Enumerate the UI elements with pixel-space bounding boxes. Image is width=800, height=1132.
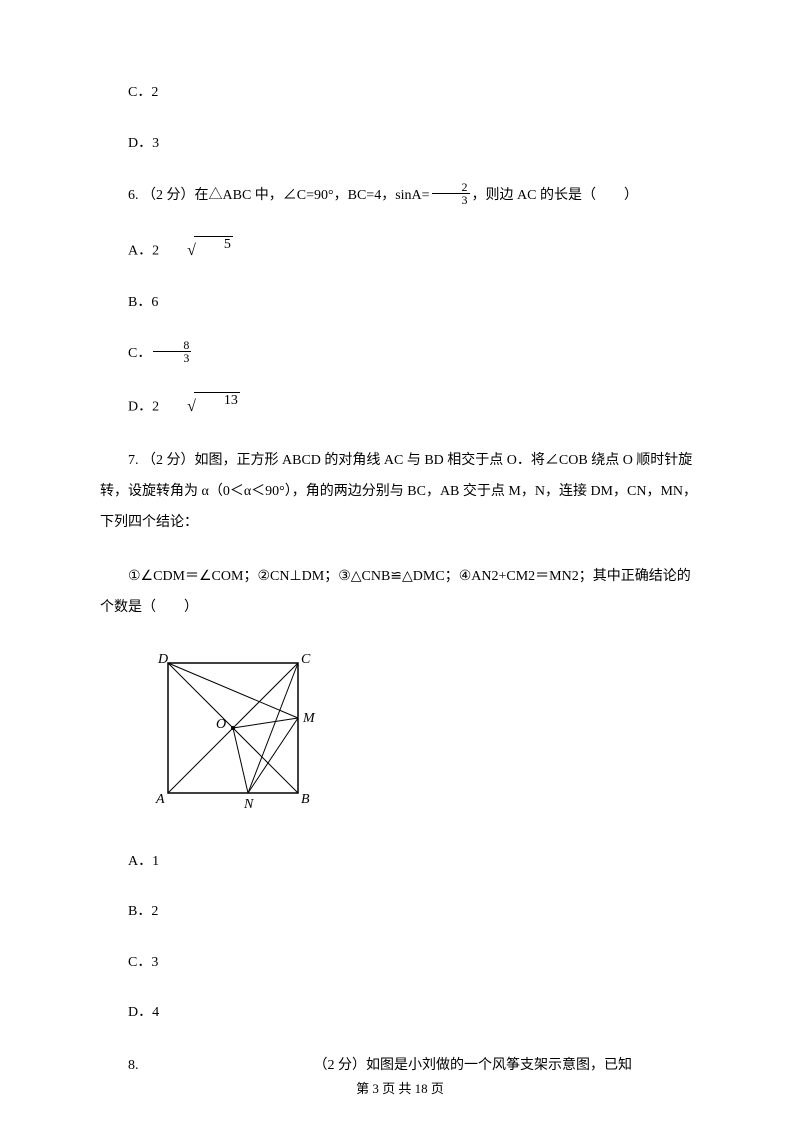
question-7-text2: ①∠CDM＝∠COM；②CN⊥DM；③△CNB≌△DMC；④AN2+CM2＝MN… xyxy=(100,562,700,624)
q6-c-den: 3 xyxy=(153,352,191,364)
q7-diagram: D C A B M N O xyxy=(148,648,700,829)
q6-frac-den: 3 xyxy=(432,194,470,206)
question-6: 6. （2 分）在△ABC 中，∠C=90°，BC=4，sinA=23，则边 A… xyxy=(100,181,700,212)
option-d-pre: D．3 xyxy=(100,131,700,158)
q7-option-a: A．1 xyxy=(100,849,700,876)
label-D: D xyxy=(157,652,168,667)
label-B: B xyxy=(301,792,310,807)
question-7-text1: 7. （2 分）如图，正方形 ABCD 的对角线 AC 与 BD 相交于点 O．… xyxy=(100,446,700,538)
sqrt-5-val: 5 xyxy=(194,236,233,254)
option-c-pre: C．2 xyxy=(100,80,700,107)
q7-t2: ①∠CDM＝∠COM；②CN⊥DM；③△CNB≌△DMC；④AN2+CM2＝MN… xyxy=(100,569,691,615)
label-A: A xyxy=(155,792,165,807)
label-O: O xyxy=(216,717,226,732)
label-C: C xyxy=(301,652,311,667)
q6-a-prefix: A．2 xyxy=(128,243,159,258)
q7-option-b: B．2 xyxy=(100,899,700,926)
q6-option-d: D．2√13 xyxy=(100,392,700,422)
sqrt-13-val: 13 xyxy=(194,392,240,410)
q6-prefix: 6. （2 分）在△ABC 中，∠C=90°，BC=4，sinA= xyxy=(128,188,430,203)
label-N: N xyxy=(243,797,254,812)
q7-option-d: D．4 xyxy=(100,1000,700,1027)
sqrt-13: √13 xyxy=(159,392,240,422)
page-footer: 第 3 页 共 18 页 xyxy=(0,1078,800,1097)
q6-option-c: C．83 xyxy=(100,341,700,368)
q6-fraction: 23 xyxy=(432,181,470,206)
footer-text: 第 3 页 共 18 页 xyxy=(356,1081,444,1096)
q6-c-fraction: 83 xyxy=(153,339,191,364)
square-diagram: D C A B M N O xyxy=(148,648,328,818)
q7-t1: 7. （2 分）如图，正方形 ABCD 的对角线 AC 与 BD 相交于点 O．… xyxy=(100,453,697,530)
sqrt-5: √5 xyxy=(159,236,233,266)
q6-d-prefix: D．2 xyxy=(128,399,159,414)
q6-suffix: ，则边 AC 的长是（ ） xyxy=(472,188,638,203)
q8-text: 8. （2 分）如图是小刘做的一个风筝支架示意图，已知 xyxy=(128,1058,632,1073)
q7-option-c: C．3 xyxy=(100,950,700,977)
label-M: M xyxy=(302,711,316,726)
page-content: C．2 D．3 6. （2 分）在△ABC 中，∠C=90°，BC=4，sinA… xyxy=(100,80,700,1082)
q6-option-b: B．6 xyxy=(100,290,700,317)
q6-c-prefix: C． xyxy=(128,346,151,361)
q6-option-a: A．2√5 xyxy=(100,236,700,266)
